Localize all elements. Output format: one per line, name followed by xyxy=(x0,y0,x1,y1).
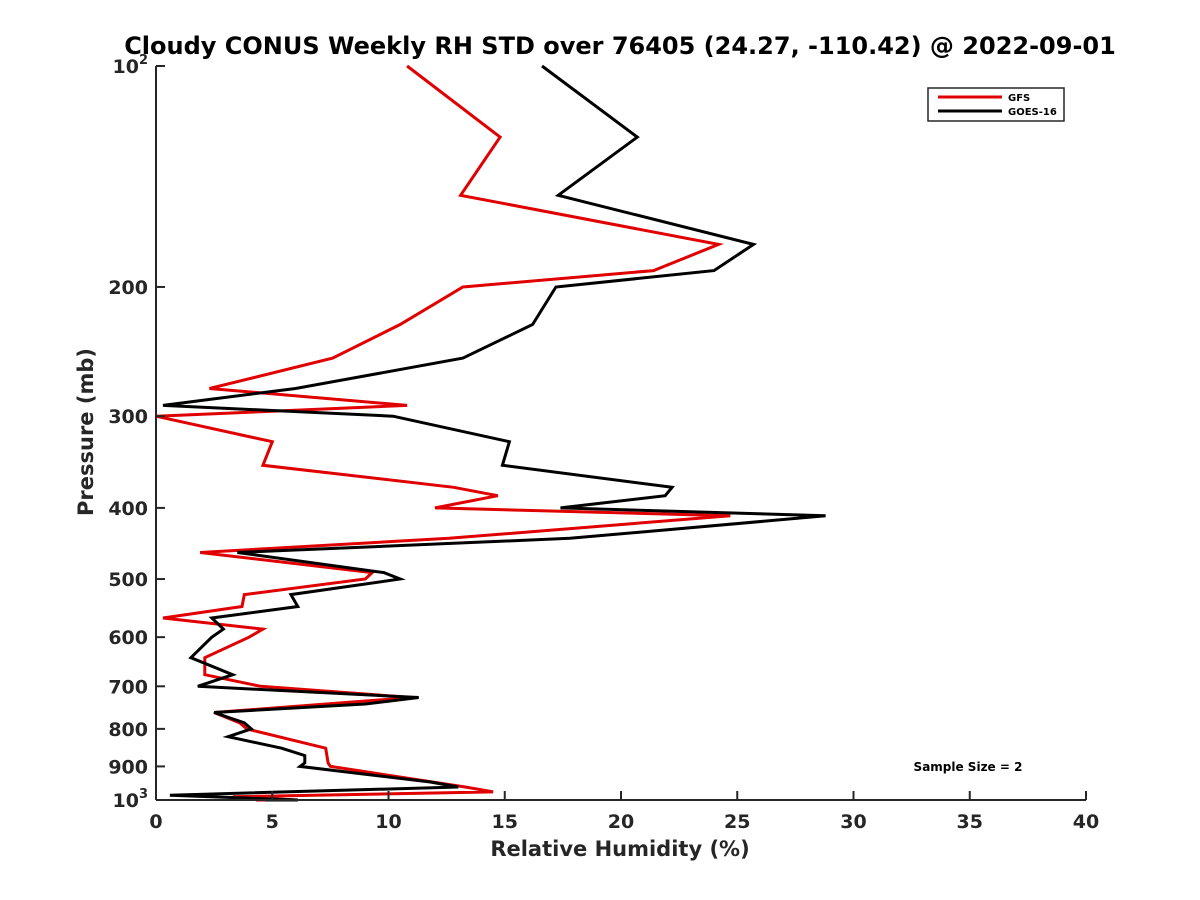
series-line-gfs xyxy=(155,64,731,802)
y-tick-label: 300 xyxy=(108,406,148,428)
y-tick-label: 800 xyxy=(108,719,148,741)
y-tick-label: 600 xyxy=(108,627,148,649)
legend-label: GFS xyxy=(1008,93,1030,104)
y-tick-label: 200 xyxy=(108,277,148,299)
y-tick-label: 103 xyxy=(113,787,149,812)
legend-box xyxy=(927,87,1065,122)
axes-layer: 0 5 10 15 20 25 30 35 40 102 200 300 400 500 600 700 800… xyxy=(108,53,1099,833)
y-tick-label: 900 xyxy=(108,756,148,778)
y-tick-label: 500 xyxy=(108,569,148,591)
x-axis-label: Relative Humidity (%) xyxy=(490,837,749,861)
y-tick-label: 400 xyxy=(108,498,148,520)
x-tick-label: 0 xyxy=(149,811,162,833)
x-tick-label: 5 xyxy=(266,811,279,833)
y-tick-label: 102 xyxy=(113,53,149,78)
y-axis-label: Pressure (mb) xyxy=(74,348,98,516)
x-tick-label: 15 xyxy=(492,811,518,833)
x-tick-label: 25 xyxy=(724,811,750,833)
x-tick-label: 30 xyxy=(840,811,866,833)
y-tick-label: 700 xyxy=(108,676,148,698)
x-tick-label: 10 xyxy=(375,811,401,833)
series-line-goes-16 xyxy=(162,64,826,802)
x-tick-label: 20 xyxy=(608,811,634,833)
sample-size-annotation: Sample Size = 2 xyxy=(914,760,1023,774)
series-layer xyxy=(155,64,826,802)
legend-label: GOES-16 xyxy=(1008,107,1057,118)
chart-legend: GFS GOES-16 xyxy=(927,87,1065,122)
chart-title: Cloudy CONUS Weekly RH STD over 76405 (2… xyxy=(124,32,1116,60)
x-tick-label: 40 xyxy=(1073,811,1099,833)
x-tick-label: 35 xyxy=(957,811,983,833)
